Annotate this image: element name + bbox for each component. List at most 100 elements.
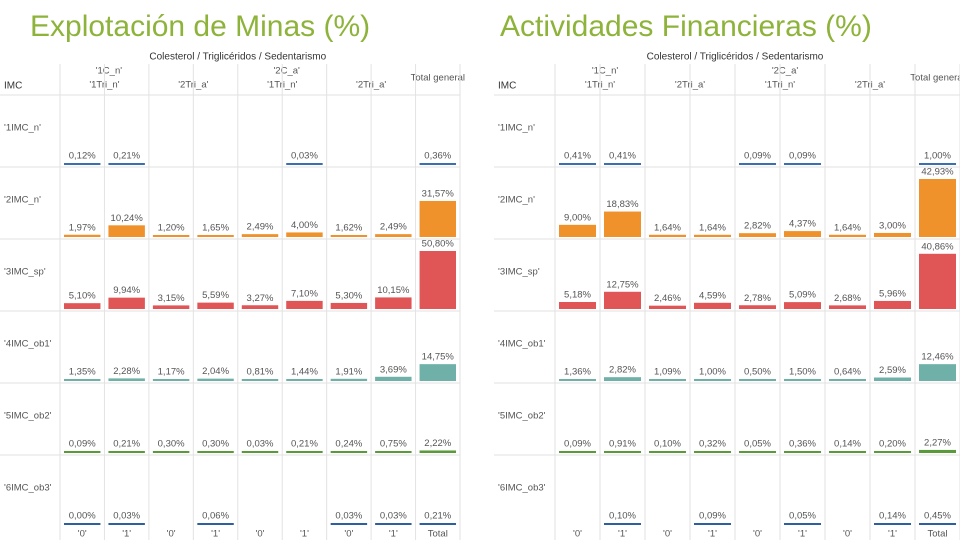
bar (375, 523, 412, 525)
value-label: 0,21% (113, 439, 140, 450)
bar (197, 235, 234, 237)
bar (874, 377, 911, 381)
row-label: '3IMC_sp' (498, 267, 540, 278)
bar (739, 451, 776, 453)
table-header: Colesterol / Triglicéridos / Sedentarism… (149, 52, 326, 63)
column-group: '2C_a' (772, 66, 799, 77)
bar (829, 305, 866, 309)
bar (286, 379, 323, 381)
value-label: 31,57% (422, 188, 455, 199)
bar (829, 234, 866, 237)
row-label: '1IMC_n' (4, 123, 41, 134)
value-label: 0,24% (335, 439, 362, 450)
column-label: '1' (618, 529, 627, 540)
column-label: '0' (843, 529, 852, 540)
bar (739, 163, 776, 165)
value-label: 2,49% (247, 222, 274, 233)
column-label: '0' (753, 529, 762, 540)
value-label: 7,10% (291, 288, 318, 299)
bar (739, 233, 776, 237)
bar (64, 451, 101, 453)
bar (419, 364, 456, 381)
bar (829, 451, 866, 453)
bar (330, 235, 368, 237)
value-label: 0,03% (113, 511, 140, 522)
bar (64, 303, 101, 309)
value-label: 10,15% (377, 285, 410, 296)
value-label: 0,30% (158, 439, 185, 450)
value-label: 9,00% (564, 212, 591, 223)
bar (649, 451, 686, 453)
value-label: 12,46% (921, 352, 954, 363)
value-label: 40,86% (921, 241, 954, 252)
row-label: '4IMC_ob1' (4, 339, 52, 350)
value-label: 2,46% (654, 293, 681, 304)
value-label: 2,49% (380, 222, 407, 233)
bar (559, 163, 596, 165)
value-label: 0,32% (699, 439, 726, 450)
value-label: 0,09% (789, 151, 816, 162)
bar (64, 234, 101, 237)
column-label: '0' (663, 529, 672, 540)
value-label: 4,37% (789, 219, 816, 230)
bar (419, 163, 456, 165)
bar (649, 379, 686, 381)
bar (241, 305, 279, 309)
value-label: 5,09% (789, 290, 816, 301)
value-label: 2,59% (879, 365, 906, 376)
value-label: 4,00% (291, 220, 318, 231)
value-label: 3,69% (380, 364, 407, 375)
value-label: 0,00% (69, 511, 96, 522)
value-label: 1,62% (335, 223, 362, 234)
bar (419, 200, 456, 237)
row-label: '2IMC_n' (498, 195, 535, 206)
value-label: 3,00% (879, 220, 906, 231)
bar (108, 378, 145, 381)
bar (241, 234, 279, 237)
bar (559, 224, 596, 237)
value-label: 0,64% (834, 367, 861, 378)
row-label: '6IMC_ob3' (498, 483, 546, 494)
bar (694, 302, 731, 309)
bar (649, 305, 686, 309)
bar (784, 163, 821, 165)
bar (197, 523, 234, 525)
bar (919, 449, 956, 453)
value-label: 0,09% (744, 151, 771, 162)
bar (829, 379, 866, 381)
bar (694, 451, 731, 453)
bar (919, 253, 956, 309)
value-label: 0,06% (202, 511, 229, 522)
value-label: 0,05% (789, 511, 816, 522)
bar (330, 378, 368, 381)
column-label: '1' (888, 529, 897, 540)
value-label: 5,30% (335, 290, 362, 301)
value-label: 2,82% (744, 221, 771, 232)
value-label: 5,96% (879, 288, 906, 299)
value-label: 3,15% (158, 293, 185, 304)
bar (784, 523, 821, 525)
bar (286, 451, 323, 453)
value-label: 2,82% (609, 365, 636, 376)
bar (559, 379, 596, 381)
value-label: 0,75% (380, 439, 407, 450)
bar (739, 379, 776, 381)
column-label: '0' (167, 529, 176, 540)
value-label: 0,09% (564, 439, 591, 450)
column-label: '1' (798, 529, 807, 540)
column-label: '1' (300, 529, 309, 540)
bar (604, 163, 641, 165)
bar (874, 523, 911, 525)
value-label: 0,21% (113, 151, 140, 162)
value-label: 14,75% (422, 352, 455, 363)
bar (241, 379, 279, 381)
column-label: '0' (573, 529, 582, 540)
bar (375, 451, 412, 453)
bar (108, 523, 145, 525)
bar (286, 232, 323, 237)
value-label: 0,03% (291, 151, 318, 162)
column-group: '2C_a' (273, 66, 300, 77)
value-label: 1,17% (158, 367, 185, 378)
column-label: Total (927, 529, 947, 540)
value-label: 2,68% (834, 293, 861, 304)
